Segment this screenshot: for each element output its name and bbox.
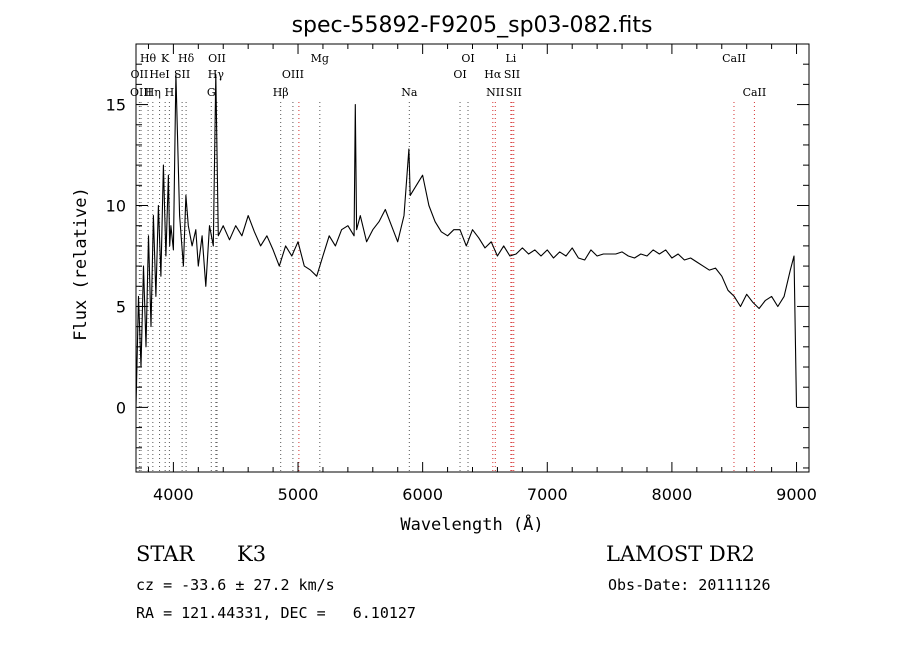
plot-frame — [135, 43, 810, 473]
spectral-line-label: Hβ — [273, 86, 289, 99]
object-subclass: K3 — [237, 542, 267, 566]
spectral-line-label: SII — [506, 86, 522, 99]
plot-axes: 4000 5000 6000 7000 8000 9000 0 5 10 15 — [106, 43, 817, 504]
spectral-line-label: SII — [504, 68, 520, 81]
spectral-line-label: OI — [461, 52, 474, 65]
ra-dec-coordinates: RA = 121.44331, DEC = 6.10127 — [136, 604, 416, 622]
chart-title: spec-55892-F9205_sp03-082.fits — [292, 13, 653, 38]
x-tick-label: 5000 — [278, 485, 319, 504]
spectral-line-label: Hα — [484, 68, 502, 81]
spectral-line-label: HeI — [149, 68, 169, 81]
x-tick-label: 7000 — [527, 485, 568, 504]
spectral-line-label: Mg — [311, 52, 329, 65]
spectral-line-label: OIII — [130, 86, 152, 99]
spectral-line-label: Hγ — [208, 68, 225, 81]
spectral-line-label: K — [161, 52, 170, 65]
survey-name: LAMOST DR2 — [606, 542, 755, 566]
spectral-line-markers — [138, 102, 755, 472]
y-axis-label: Flux (relative) — [71, 187, 91, 341]
spectrum-series — [135, 73, 798, 408]
spectral-line-label: G — [207, 86, 216, 99]
redshift-cz: cz = -33.6 ± 27.2 km/s — [136, 576, 335, 594]
x-axis-label: Wavelength (Å) — [400, 513, 543, 535]
spectral-line-label: Na — [401, 86, 418, 99]
y-tick-label: 15 — [106, 96, 126, 115]
spectral-line-label: OII — [131, 68, 149, 81]
observation-date: Obs-Date: 20111126 — [608, 576, 771, 594]
x-tick-label: 8000 — [652, 485, 693, 504]
y-tick-label: 5 — [116, 297, 126, 316]
spectral-line-label: OI — [453, 68, 466, 81]
x-tick-label: 6000 — [402, 485, 443, 504]
spectral-line-label: Hθ — [140, 52, 157, 65]
spectral-line-label: H — [165, 86, 175, 99]
y-tick-label: 0 — [116, 398, 126, 417]
x-tick-label: 9000 — [776, 485, 817, 504]
spectral-line-label: CaII — [743, 86, 767, 99]
y-tick-label: 10 — [106, 197, 126, 216]
object-class: STAR — [136, 542, 195, 566]
spectral-line-label: NII — [486, 86, 504, 99]
spectral-line-label: Li — [505, 52, 516, 65]
spectral-line-label: OIII — [282, 68, 304, 81]
spectral-line-label: SII — [174, 68, 190, 81]
x-tick-label: 4000 — [153, 485, 194, 504]
spectral-line-label: Hδ — [178, 52, 195, 65]
spectral-line-label: Hη — [145, 86, 161, 99]
spectral-line-label: CaII — [722, 52, 746, 65]
spectrum-line — [135, 73, 798, 408]
spectral-line-label: OII — [208, 52, 226, 65]
